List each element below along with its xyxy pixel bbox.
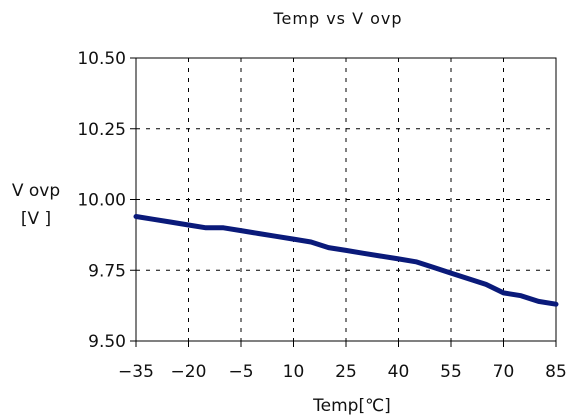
x-tick-label: 70 [493,362,515,382]
x-tick-label: −20 [171,362,207,382]
y-tick-label: 9.50 [88,332,126,352]
chart-title: Temp vs V ovp [272,9,402,28]
y-axis-label-unit: [V ] [21,209,51,229]
x-tick-label: 10 [283,362,305,382]
y-tick-label: 10.50 [77,49,126,69]
series-group [133,214,559,307]
y-tick-label: 10.25 [77,120,126,140]
x-tick-label: 25 [335,362,357,382]
x-axis-label: Temp[℃] [312,396,391,416]
y-tick-label: 9.75 [88,261,126,281]
x-tick-label: −35 [118,362,154,382]
x-tick-label: 55 [440,362,462,382]
y-tick-label: 10.00 [77,191,126,211]
x-tick-label: −5 [228,362,253,382]
y-axis-label: V ovp [12,181,60,201]
x-tick-label: 40 [388,362,410,382]
grid [136,58,556,341]
series-line [133,214,559,307]
x-tick-label: 85 [545,362,567,382]
x-axis: −35 −20 −5 10 25 40 55 70 85 [118,341,567,382]
y-axis: 9.50 9.75 10.00 10.25 10.50 [77,49,136,352]
